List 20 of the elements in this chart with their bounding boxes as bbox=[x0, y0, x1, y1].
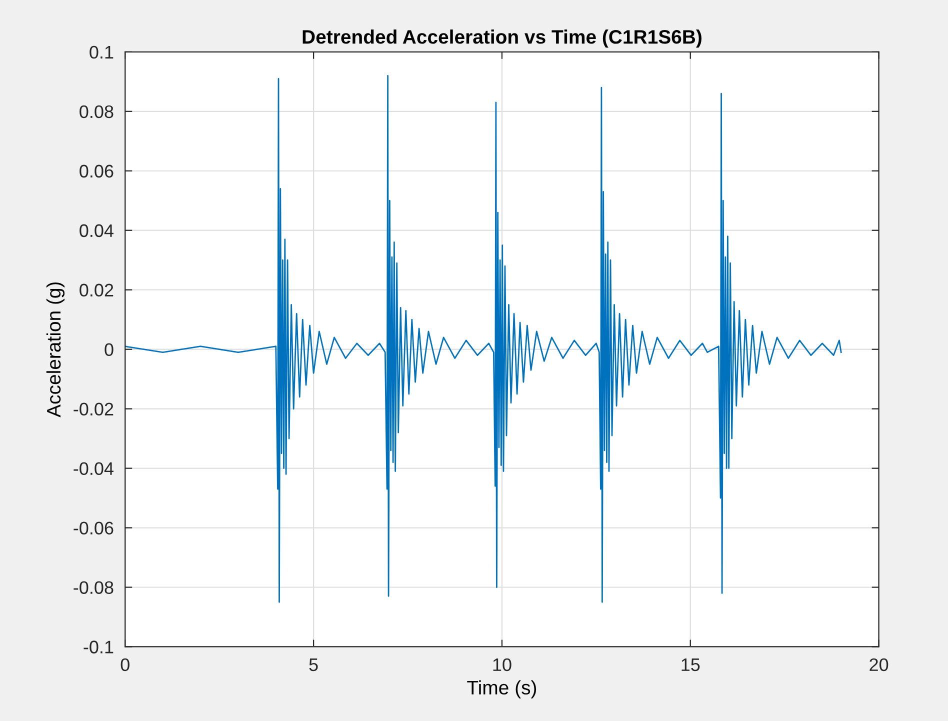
chart-title: Detrended Acceleration vs Time (C1R1S6B) bbox=[302, 29, 702, 48]
y-tick-label: -0.02 bbox=[74, 402, 114, 416]
x-tick-label: 15 bbox=[682, 658, 700, 672]
x-tick-label: 20 bbox=[870, 658, 888, 672]
y-tick-label: 0.02 bbox=[80, 284, 114, 297]
y-tick-label: 0.06 bbox=[80, 164, 114, 178]
y-tick-label: 0.1 bbox=[90, 46, 114, 59]
line-series bbox=[125, 75, 842, 603]
x-axis-title: Time (s) bbox=[467, 680, 536, 698]
x-tick-label: 10 bbox=[493, 658, 512, 672]
y-tick-label: 0 bbox=[104, 343, 114, 356]
y-tick-label: 0.08 bbox=[80, 105, 114, 118]
y-tick-label: -0.06 bbox=[74, 522, 114, 534]
y-tick-label: -0.08 bbox=[74, 581, 114, 594]
y-tick-label: 0.04 bbox=[80, 224, 114, 238]
y-tick-label: -0.04 bbox=[74, 462, 114, 476]
y-axis-title: Acceleration (g) bbox=[46, 282, 65, 418]
x-tick-label: 5 bbox=[309, 658, 318, 672]
x-tick-label: 0 bbox=[120, 658, 130, 672]
y-tick-label: -0.1 bbox=[84, 640, 114, 654]
